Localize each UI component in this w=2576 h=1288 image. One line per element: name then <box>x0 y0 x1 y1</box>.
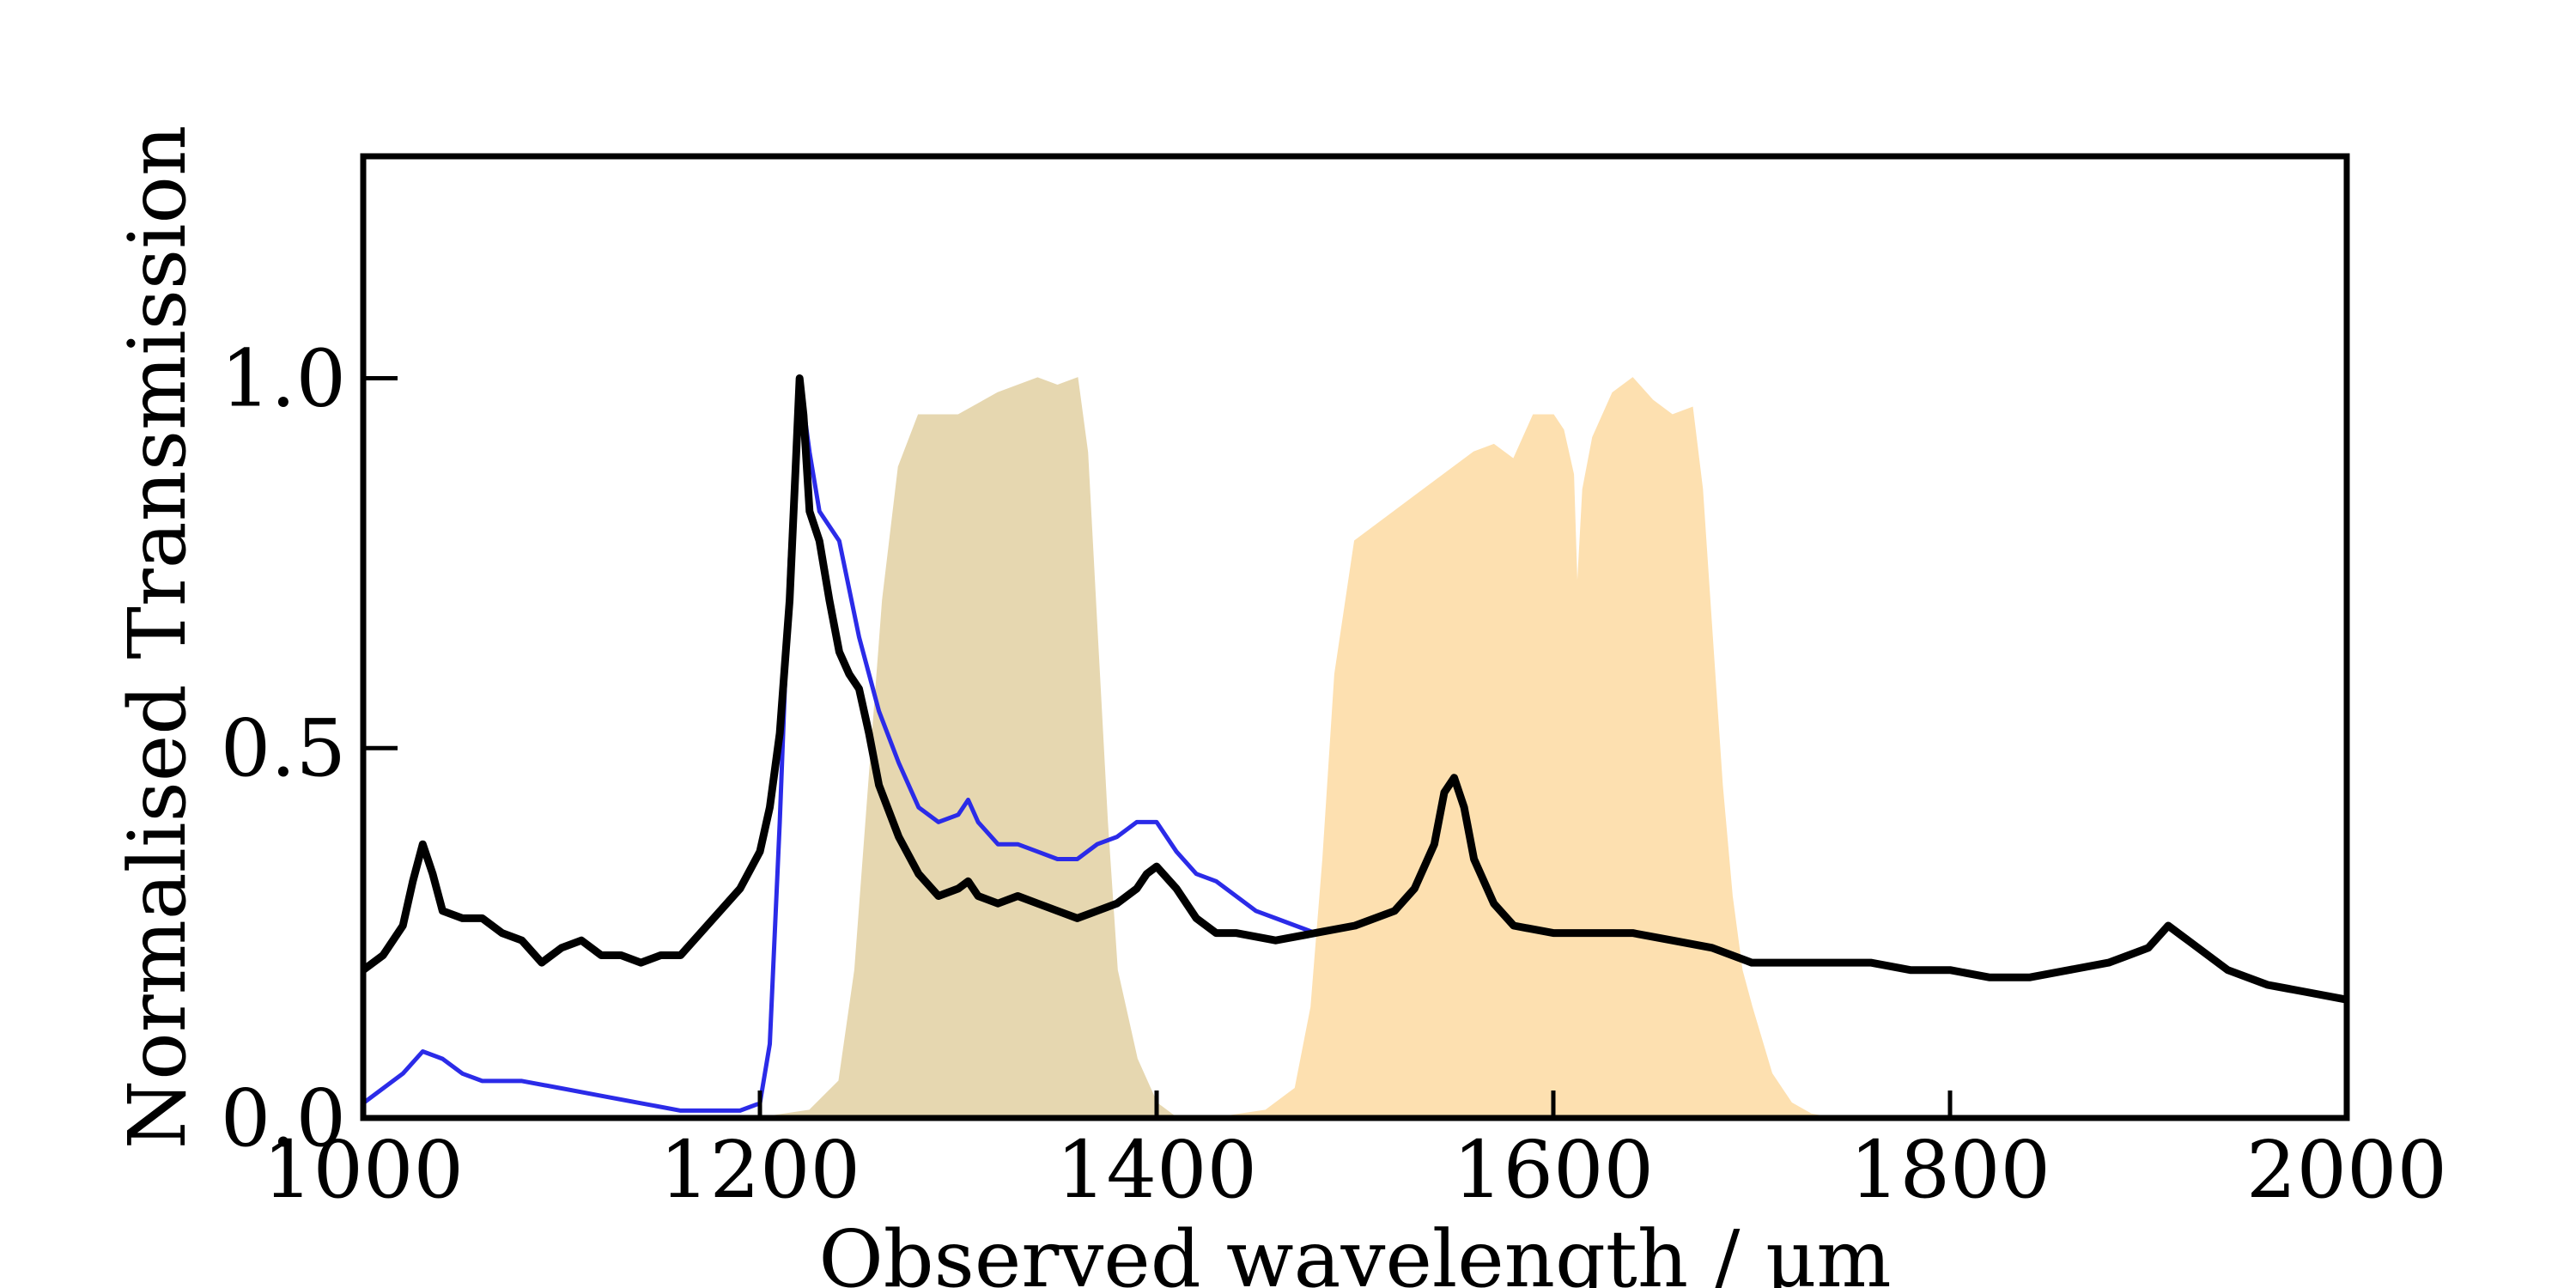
x-tick-label: 1800 <box>1850 1124 2050 1216</box>
ticks-layer: 1000 1200 1400 1600 1800 2000 0.0 0.5 1.0 <box>221 332 2447 1216</box>
filter-band-1 <box>1216 377 1832 1119</box>
y-tick-label: 0.5 <box>221 702 346 794</box>
plot-frame <box>360 153 2350 1121</box>
x-tick-label: 1600 <box>1453 1124 1654 1216</box>
x-tick-label: 1200 <box>659 1124 860 1216</box>
y-tick-label: 0.0 <box>221 1072 346 1164</box>
x-tick-label: 1400 <box>1056 1124 1257 1216</box>
series-line-3 <box>361 374 2348 1004</box>
y-axis-title: Normalised Transmission <box>112 125 204 1149</box>
filter-band-0 <box>759 377 1180 1119</box>
x-tick-label: 1000 <box>263 1124 464 1216</box>
axes-layer <box>360 153 2350 1121</box>
y-tick-label: 1.0 <box>221 332 346 424</box>
x-axis-title: Observed wavelength / μm <box>818 1213 1891 1288</box>
series-line-2 <box>361 376 1316 1113</box>
series-layer <box>361 374 2348 1119</box>
x-tick-label: 2000 <box>2246 1124 2447 1216</box>
